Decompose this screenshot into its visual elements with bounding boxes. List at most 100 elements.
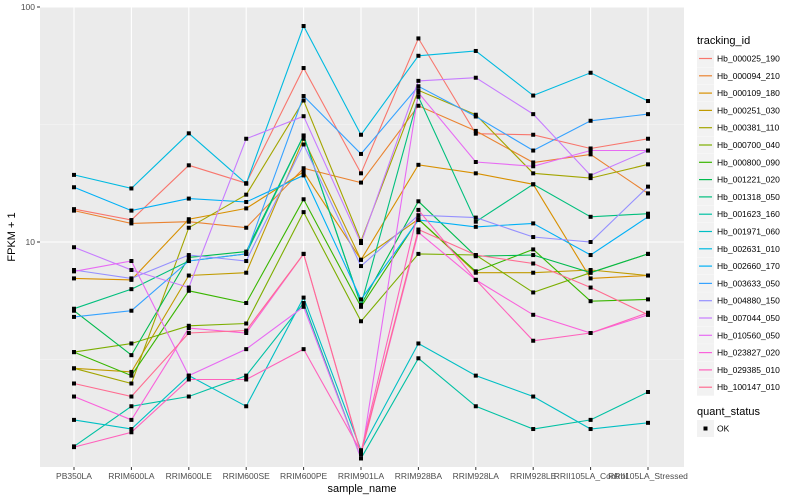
legend-item: Hb_004880_150 bbox=[697, 292, 780, 310]
data-point bbox=[244, 330, 249, 335]
data-point bbox=[72, 314, 76, 319]
data-point bbox=[72, 394, 76, 399]
data-point bbox=[244, 259, 249, 264]
data-point bbox=[244, 270, 249, 275]
x-tick-label: RRIM600LA bbox=[108, 471, 155, 481]
data-point bbox=[416, 90, 421, 95]
data-point bbox=[416, 78, 421, 83]
data-point bbox=[588, 285, 593, 290]
legend-label: Hb_000109_180 bbox=[717, 88, 780, 98]
y-tick-label: 10 bbox=[26, 237, 36, 247]
data-point bbox=[646, 251, 650, 256]
data-point bbox=[359, 151, 363, 156]
data-point bbox=[301, 347, 306, 352]
data-point bbox=[129, 208, 134, 213]
series-points bbox=[72, 24, 650, 461]
x-axis-title: sample_name bbox=[327, 483, 396, 495]
data-point bbox=[301, 166, 306, 171]
data-point bbox=[359, 302, 363, 307]
data-point bbox=[244, 199, 249, 204]
data-point bbox=[531, 394, 536, 399]
data-point bbox=[588, 118, 593, 123]
data-point bbox=[473, 114, 478, 119]
legend-item: Hb_001318_050 bbox=[697, 188, 780, 206]
data-point bbox=[473, 219, 478, 224]
legend-item: Hb_001221_020 bbox=[697, 171, 780, 189]
data-point bbox=[588, 253, 593, 258]
data-point bbox=[186, 323, 191, 328]
data-point bbox=[588, 268, 593, 273]
data-point bbox=[531, 171, 536, 176]
data-point bbox=[359, 297, 363, 302]
legend-item: Hb_023827_020 bbox=[697, 344, 780, 362]
data-point bbox=[301, 251, 306, 256]
data-point bbox=[72, 366, 76, 371]
data-point bbox=[244, 301, 249, 306]
data-point bbox=[473, 224, 478, 229]
legend-label: Hb_001318_050 bbox=[717, 192, 780, 202]
data-point bbox=[416, 227, 421, 232]
data-point bbox=[416, 84, 421, 89]
data-point bbox=[531, 221, 536, 226]
data-point bbox=[531, 164, 536, 169]
data-point bbox=[72, 245, 76, 250]
data-point bbox=[588, 330, 593, 335]
data-point bbox=[531, 247, 536, 252]
legend-item: Hb_003633_050 bbox=[697, 274, 780, 292]
x-tick-label: RRIM600LE bbox=[166, 471, 213, 481]
legend-label: Hb_002631_010 bbox=[717, 244, 780, 254]
data-point bbox=[359, 257, 363, 262]
data-point bbox=[129, 381, 134, 386]
data-point bbox=[473, 215, 478, 220]
y-axis-title: FPKM + 1 bbox=[6, 212, 18, 261]
legend-label: Hb_002660_170 bbox=[717, 261, 780, 271]
data-point bbox=[531, 312, 536, 317]
data-point bbox=[72, 172, 76, 177]
legend-label: Hb_000025_190 bbox=[717, 54, 780, 64]
data-point bbox=[416, 251, 421, 256]
data-point bbox=[129, 308, 134, 313]
data-point bbox=[646, 99, 650, 104]
data-point bbox=[359, 132, 363, 137]
legend-item: Hb_100147_010 bbox=[697, 378, 780, 396]
x-tick-label: RRIM928LA bbox=[453, 471, 500, 481]
data-point bbox=[646, 273, 650, 278]
data-point bbox=[301, 24, 306, 29]
data-point bbox=[416, 213, 421, 218]
data-point bbox=[416, 341, 421, 346]
legend-label: Hb_001221_020 bbox=[717, 175, 780, 185]
data-point bbox=[359, 171, 363, 176]
data-point bbox=[531, 112, 536, 117]
legend-label: Hb_000800_090 bbox=[717, 157, 780, 167]
data-point bbox=[473, 253, 478, 258]
data-point bbox=[646, 389, 650, 394]
data-point bbox=[473, 277, 478, 282]
data-point bbox=[186, 377, 191, 382]
data-point bbox=[588, 240, 593, 244]
data-point bbox=[588, 146, 593, 151]
data-point bbox=[473, 159, 478, 164]
legend-item: Hb_000381_110 bbox=[697, 119, 780, 137]
legend-color-title: tracking_id bbox=[697, 35, 750, 47]
data-point bbox=[588, 148, 593, 153]
data-point bbox=[301, 136, 306, 141]
data-point bbox=[244, 373, 249, 378]
data-point bbox=[301, 210, 306, 215]
data-point bbox=[588, 276, 593, 281]
legend-item: Hb_000094_210 bbox=[697, 67, 780, 85]
data-point bbox=[186, 330, 191, 335]
data-point bbox=[646, 297, 650, 302]
data-point bbox=[72, 185, 76, 190]
data-point bbox=[473, 48, 478, 53]
data-point bbox=[531, 235, 536, 240]
data-point bbox=[588, 214, 593, 219]
legend-label: Hb_000094_210 bbox=[717, 71, 780, 81]
data-point bbox=[244, 251, 249, 256]
data-point bbox=[359, 241, 363, 246]
data-point bbox=[244, 328, 249, 333]
data-point bbox=[186, 373, 191, 378]
data-point bbox=[129, 259, 134, 264]
legend-item: Hb_029385_010 bbox=[697, 361, 780, 379]
data-point bbox=[186, 163, 191, 168]
